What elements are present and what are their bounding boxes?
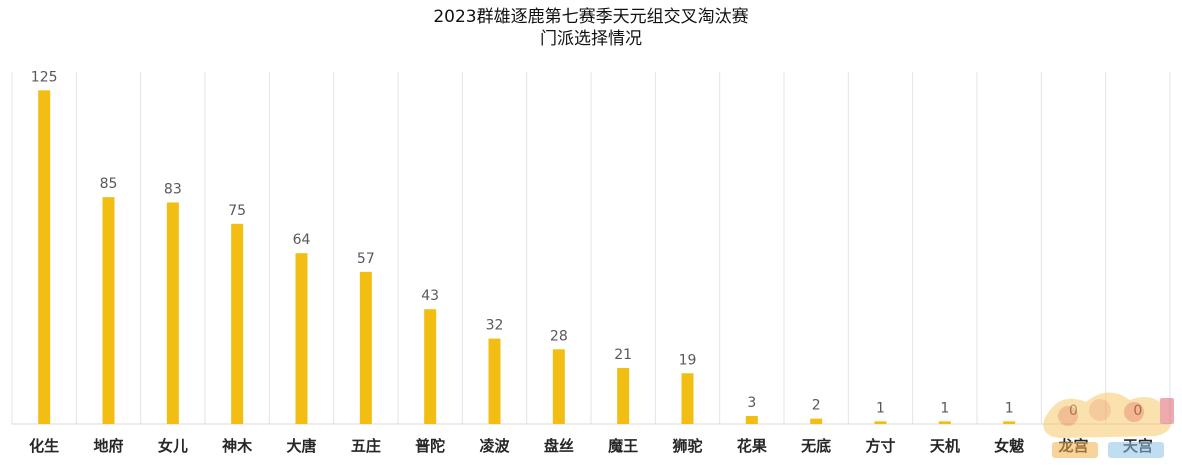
bar	[938, 421, 951, 424]
bar	[38, 90, 51, 424]
data-label: 32	[486, 318, 504, 334]
bar	[745, 415, 758, 424]
bar	[102, 197, 115, 424]
bar	[1003, 421, 1016, 424]
data-label: 125	[31, 69, 58, 85]
bar	[552, 349, 565, 424]
bar	[231, 223, 244, 424]
data-label: 3	[747, 395, 756, 411]
bar	[359, 271, 372, 424]
data-label: 21	[614, 347, 632, 363]
bar	[617, 367, 630, 424]
data-label: 1	[876, 400, 885, 416]
game-logo-watermark	[1043, 392, 1174, 458]
x-tick-label: 化生	[29, 437, 59, 455]
data-label: 1	[940, 400, 949, 416]
x-tick-label: 地府	[93, 437, 123, 455]
x-tick-label: 狮驼	[671, 437, 702, 455]
x-tick-label: 神木	[222, 437, 253, 455]
x-tick-label: 花果	[737, 437, 768, 455]
data-label: 85	[100, 176, 118, 192]
bar	[874, 421, 887, 424]
data-label: 83	[164, 181, 182, 197]
bar	[488, 338, 501, 424]
x-tick-label: 女魃	[994, 437, 1024, 455]
bar	[295, 253, 308, 424]
data-label: 2	[812, 398, 821, 414]
bar	[166, 202, 179, 424]
x-tick-label: 魔王	[608, 437, 638, 455]
data-label: 43	[421, 288, 439, 304]
x-tick-label: 大唐	[286, 437, 316, 455]
bar	[424, 309, 437, 424]
data-label: 64	[293, 232, 311, 248]
x-tick-label: 五庄	[351, 437, 381, 455]
data-label: 57	[357, 251, 375, 267]
data-label: 19	[679, 352, 697, 368]
x-tick-label: 普陀	[415, 437, 445, 455]
x-tick-label: 女儿	[158, 437, 188, 455]
data-label: 28	[550, 328, 568, 344]
data-label: 1	[1005, 400, 1014, 416]
bar	[810, 418, 823, 424]
x-tick-label: 凌波	[479, 437, 510, 455]
chart-title: 2023群雄逐鹿第七赛季天元组交叉淘汰赛	[433, 7, 749, 27]
bar	[681, 373, 694, 424]
chart-subtitle: 门派选择情况	[540, 29, 642, 49]
data-label: 75	[228, 203, 246, 219]
x-tick-label: 方寸	[865, 437, 895, 455]
x-tick-label: 无底	[800, 437, 831, 455]
chart-title-block: 2023群雄逐鹿第七赛季天元组交叉淘汰赛 门派选择情况	[0, 6, 1182, 50]
x-tick-label: 盘丝	[544, 437, 574, 455]
x-tick-label: 天机	[930, 437, 960, 455]
